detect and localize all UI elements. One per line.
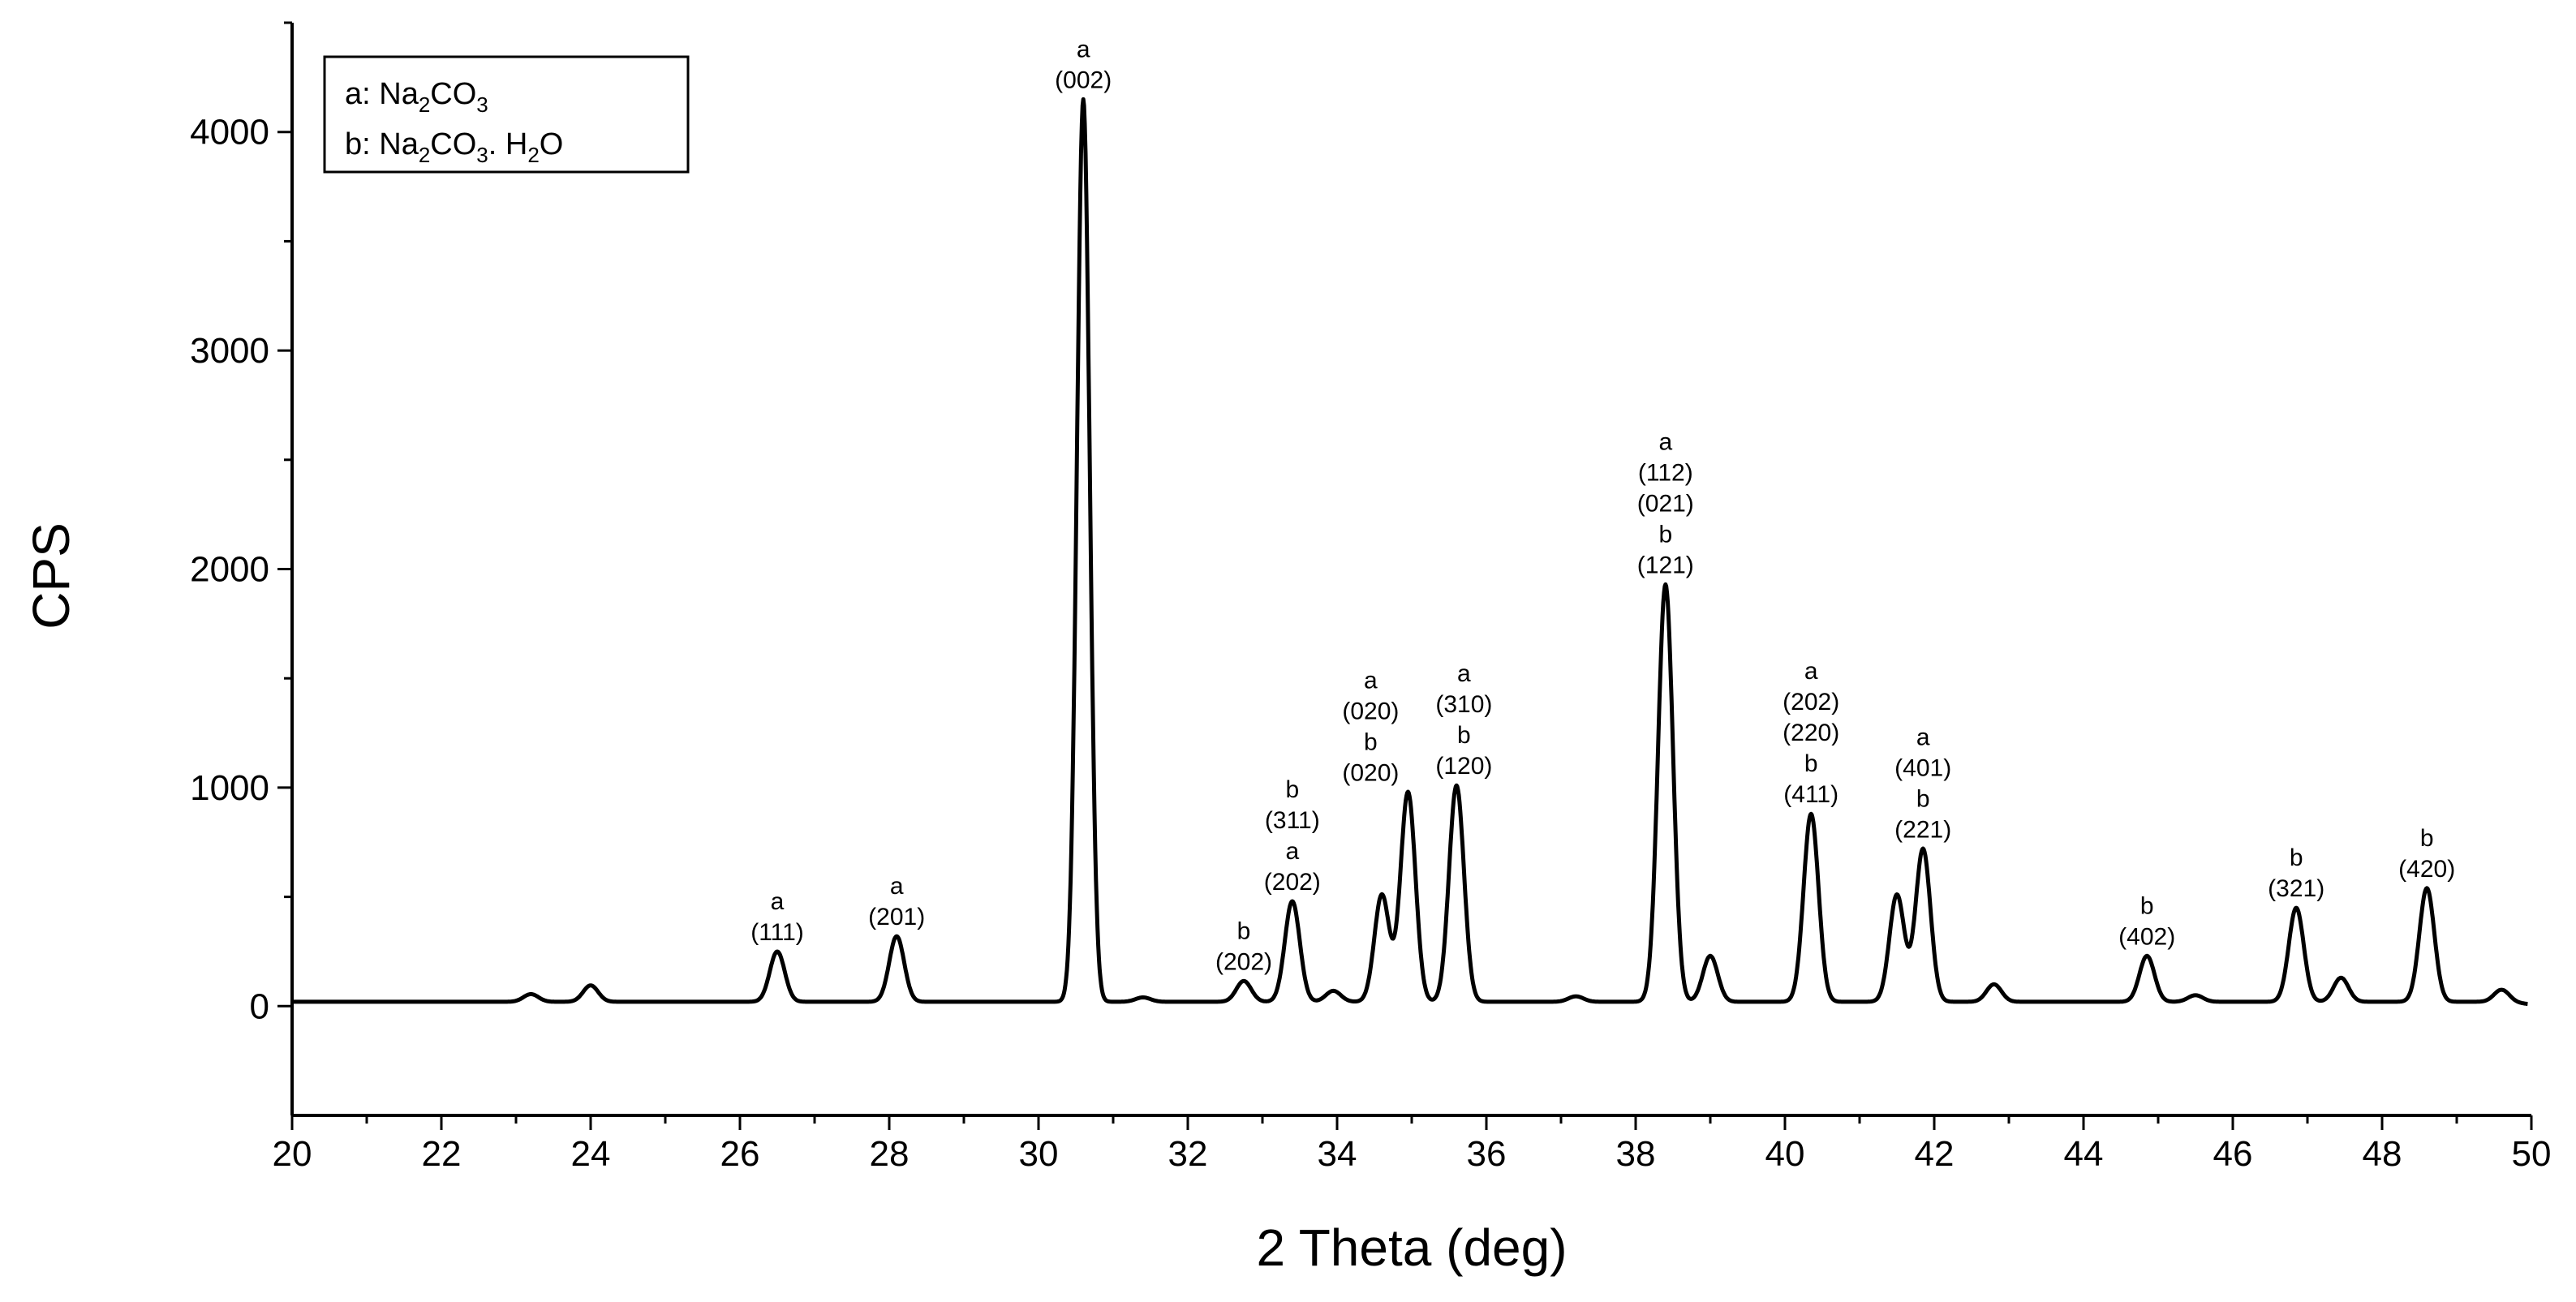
peak-label: (402) bbox=[2118, 923, 2175, 950]
x-tick-label: 50 bbox=[2512, 1134, 2552, 1174]
y-tick-label: 3000 bbox=[190, 331, 269, 371]
peak-label: (221) bbox=[1894, 816, 1951, 843]
peak-label: (202) bbox=[1264, 869, 1321, 896]
x-tick-label: 36 bbox=[1467, 1134, 1507, 1174]
peak-label: a bbox=[1804, 658, 1818, 685]
x-tick-label: 40 bbox=[1765, 1134, 1805, 1174]
x-tick-label: 26 bbox=[720, 1134, 760, 1174]
x-tick-label: 30 bbox=[1019, 1134, 1059, 1174]
y-tick-label: 2000 bbox=[190, 550, 269, 590]
diffraction-pattern-line bbox=[290, 97, 2529, 1007]
peak-label: (020) bbox=[1342, 698, 1399, 724]
x-tick-label: 48 bbox=[2363, 1134, 2402, 1174]
peak-label: a bbox=[1364, 667, 1378, 694]
peak-label: a bbox=[890, 873, 904, 900]
peak-label: (021) bbox=[1637, 490, 1694, 517]
peak-label: (202) bbox=[1215, 948, 1272, 975]
y-axis-title: CPS bbox=[22, 522, 80, 630]
peak-label: a bbox=[1658, 428, 1672, 455]
y-tick-label: 4000 bbox=[190, 113, 269, 153]
peak-label: b bbox=[2420, 825, 2434, 852]
peak-label: b bbox=[1916, 785, 1930, 812]
x-tick-label: 24 bbox=[571, 1134, 611, 1174]
peak-label: b bbox=[1364, 728, 1378, 755]
x-tick-label: 38 bbox=[1616, 1134, 1656, 1174]
y-tick-label: 0 bbox=[250, 986, 269, 1026]
peak-label: (401) bbox=[1894, 754, 1951, 781]
peak-label: (120) bbox=[1435, 753, 1492, 780]
x-tick-label: 22 bbox=[422, 1134, 462, 1174]
legend-box bbox=[323, 55, 690, 174]
peak-label: (112) bbox=[1638, 459, 1693, 486]
peak-label: (020) bbox=[1342, 759, 1399, 786]
peak-label: (201) bbox=[868, 904, 925, 930]
x-tick-label: 46 bbox=[2213, 1134, 2253, 1174]
peak-label: (420) bbox=[2398, 856, 2455, 883]
peak-label: (111) bbox=[750, 919, 804, 946]
x-axis-title: 2 Theta (deg) bbox=[1256, 1218, 1567, 1277]
plot-axes bbox=[290, 23, 2531, 1117]
peak-label: (310) bbox=[1435, 691, 1492, 718]
peak-label: b bbox=[1457, 722, 1471, 749]
peak-label: b bbox=[2140, 892, 2154, 919]
peak-label: a bbox=[1285, 838, 1299, 865]
x-tick-label: 28 bbox=[870, 1134, 910, 1174]
x-tick-label: 20 bbox=[273, 1134, 312, 1174]
peak-label: b bbox=[1285, 776, 1299, 803]
peak-label: a bbox=[771, 888, 785, 915]
x-tick-label: 42 bbox=[1915, 1134, 1955, 1174]
peak-label: a bbox=[1457, 660, 1471, 687]
peak-label: b bbox=[1237, 917, 1251, 944]
peak-label: b bbox=[1804, 750, 1818, 777]
x-tick-label: 44 bbox=[2064, 1134, 2104, 1174]
x-tick-label: 32 bbox=[1168, 1134, 1208, 1174]
peak-label: (411) bbox=[1783, 781, 1838, 808]
x-ticks: 20 22 24 26 28 30 32 34 36 38 40 42 44 46 48 50 bbox=[273, 1115, 2552, 1174]
legend-entry-b: b: Na2CO3. H2O bbox=[345, 127, 563, 167]
x-tick-label: 34 bbox=[1318, 1134, 1357, 1174]
peak-label: (121) bbox=[1637, 552, 1694, 578]
peak-label: (311) bbox=[1265, 807, 1320, 834]
peak-label: (220) bbox=[1783, 720, 1839, 746]
peak-label: (002) bbox=[1055, 67, 1112, 93]
y-tick-label: 1000 bbox=[190, 768, 269, 808]
peak-label: (321) bbox=[2268, 875, 2324, 902]
peak-label: a bbox=[1916, 724, 1930, 750]
peak-label: b bbox=[2290, 844, 2303, 871]
legend-entry-a: a: Na2CO3 bbox=[345, 77, 488, 117]
y-ticks: 0 1000 2000 3000 4000 bbox=[190, 21, 292, 1026]
peak-label: b bbox=[1658, 521, 1672, 548]
peak-annotations: a (111) a (201) a (002) b (202) b (311) a (202) a (02… bbox=[750, 36, 2455, 975]
peak-label: (202) bbox=[1783, 689, 1839, 715]
peak-label: a bbox=[1077, 36, 1090, 62]
legend: a: Na2CO3 b: Na2CO3. H2O bbox=[323, 55, 690, 174]
